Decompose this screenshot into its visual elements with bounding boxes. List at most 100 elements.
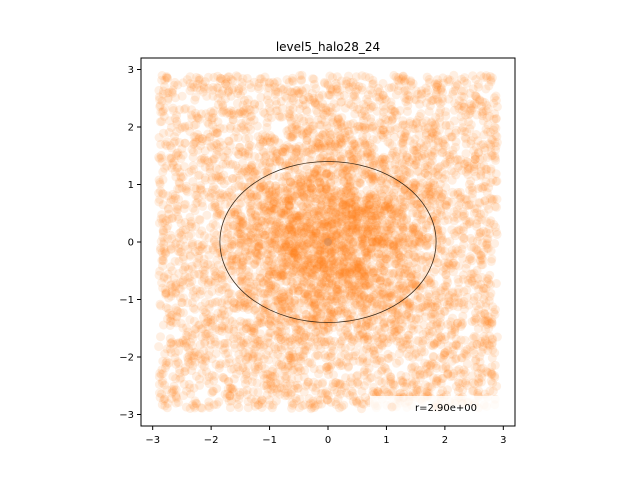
data-point (477, 272, 487, 282)
data-point (437, 148, 447, 158)
data-point (256, 183, 266, 193)
data-point (249, 115, 259, 125)
data-point (287, 403, 297, 413)
data-point (368, 158, 378, 168)
data-point (472, 236, 482, 246)
data-point (436, 332, 446, 342)
data-point (178, 254, 188, 264)
data-point (442, 151, 452, 160)
data-point (285, 101, 295, 111)
data-point (185, 72, 195, 82)
data-point (409, 379, 418, 389)
data-point (262, 136, 272, 145)
data-point (426, 340, 436, 350)
data-point (247, 213, 257, 223)
data-point (313, 400, 323, 410)
data-point (267, 371, 277, 381)
data-point (432, 82, 442, 92)
data-point (438, 374, 448, 383)
data-point (207, 175, 217, 185)
data-point (253, 316, 263, 326)
data-point (324, 123, 334, 133)
data-point (226, 198, 236, 208)
data-point (440, 134, 450, 144)
data-point (329, 192, 339, 202)
data-point (176, 154, 186, 164)
data-point (469, 243, 479, 253)
data-point (276, 342, 286, 352)
data-point (336, 380, 346, 390)
data-point (348, 77, 358, 87)
data-point (457, 232, 467, 241)
data-point (299, 247, 308, 257)
data-point (485, 270, 495, 280)
data-point (481, 367, 491, 376)
data-point (288, 245, 298, 255)
data-point (469, 167, 479, 177)
data-point (479, 208, 489, 218)
data-point (429, 145, 439, 155)
data-point (246, 394, 256, 404)
data-point (368, 102, 378, 112)
data-point (471, 142, 481, 152)
data-point (182, 75, 192, 85)
data-point (444, 127, 454, 137)
data-point (466, 254, 476, 263)
data-point (475, 256, 485, 266)
data-point (250, 362, 260, 372)
data-point (270, 316, 280, 326)
data-point (159, 272, 169, 282)
data-point (482, 113, 492, 123)
data-point (165, 344, 175, 354)
data-point (468, 189, 477, 199)
data-point (383, 137, 393, 147)
data-point (390, 236, 400, 246)
data-point (273, 349, 283, 359)
data-point (191, 137, 201, 147)
data-point (428, 178, 438, 188)
data-point (154, 342, 164, 352)
data-point (408, 353, 418, 363)
data-point (336, 217, 346, 227)
data-point (405, 169, 415, 178)
data-point (222, 250, 232, 260)
data-point (351, 87, 361, 97)
data-point (420, 380, 430, 390)
data-point (311, 106, 321, 115)
data-point (234, 403, 244, 412)
data-point (247, 349, 257, 359)
data-point (338, 168, 347, 178)
data-point (382, 222, 391, 232)
data-point (267, 113, 276, 123)
data-point (175, 368, 185, 378)
data-point (195, 380, 205, 390)
data-point (332, 186, 341, 196)
data-point (440, 287, 450, 297)
data-point (398, 322, 408, 331)
data-point (430, 296, 440, 306)
data-point (434, 293, 444, 303)
data-point (210, 337, 220, 347)
data-point (186, 219, 196, 229)
data-point (175, 167, 185, 177)
data-point (436, 104, 446, 114)
data-point (340, 252, 350, 262)
data-point (242, 73, 252, 83)
data-point (484, 81, 494, 91)
data-point (461, 346, 470, 356)
data-point (299, 332, 309, 342)
data-point (333, 202, 343, 212)
data-point (368, 75, 378, 85)
data-point (208, 108, 218, 118)
data-point (178, 225, 188, 235)
data-point (198, 134, 208, 144)
data-point (354, 259, 364, 269)
data-point (417, 343, 427, 353)
data-point (161, 288, 171, 298)
data-point (326, 185, 336, 195)
data-point (360, 271, 369, 281)
data-point (165, 153, 175, 163)
data-point (240, 148, 250, 158)
data-point (436, 233, 446, 243)
data-point (253, 357, 263, 367)
